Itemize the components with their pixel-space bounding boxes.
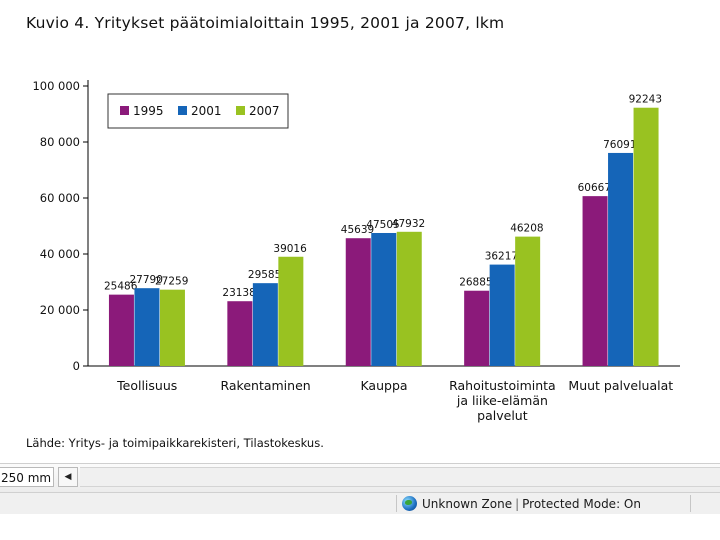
data-label: 60667 [578, 182, 611, 194]
bar-1995 [582, 196, 608, 366]
bar-1995 [464, 290, 490, 366]
category-label: Kauppa [360, 378, 407, 393]
bar-2001 [134, 288, 160, 366]
bar-2007 [159, 289, 185, 366]
bar-2007 [278, 256, 304, 366]
security-zone[interactable]: Unknown Zone | Protected Mode: On [402, 494, 641, 514]
data-label: 25486 [104, 281, 138, 293]
browser-status-area: 250 mm ◀ Unknown Zone | Protected Mode: On [0, 463, 720, 514]
source-note: Lähde: Yritys- ja toimipaikkarekisteri, … [26, 436, 324, 450]
protected-mode-label: Protected Mode: On [522, 497, 641, 511]
data-label: 46208 [510, 223, 543, 235]
data-label: 45639 [341, 224, 374, 236]
category-label: palvelut [477, 408, 528, 423]
legend-swatch-2007 [236, 106, 245, 115]
bar-2001 [489, 264, 515, 366]
zoom-field[interactable]: 250 mm [0, 467, 54, 487]
bar-1995 [227, 301, 253, 366]
data-label: 36217 [485, 251, 518, 263]
bar-2007 [515, 236, 541, 366]
bar-2001 [371, 232, 397, 366]
category-label: Rakentaminen [220, 378, 310, 393]
y-tick-label: 20 000 [40, 303, 80, 317]
horizontal-scrollbar[interactable]: 250 mm ◀ [0, 464, 720, 493]
category-label: Rahoitustoiminta [449, 378, 556, 393]
legend-label: 1995 [133, 104, 164, 118]
data-label: 27259 [155, 276, 188, 288]
bar-1995 [108, 294, 134, 366]
zone-separator: | [515, 497, 520, 511]
y-tick-label: 80 000 [40, 135, 80, 149]
status-divider [396, 495, 397, 512]
bar-2001 [608, 152, 634, 366]
chart-title: Kuvio 4. Yritykset päätoimialoittain 199… [26, 14, 505, 32]
status-divider [690, 495, 691, 512]
category-label: ja liike-elämän [456, 393, 548, 408]
category-label: Muut palvelualat [568, 378, 673, 393]
data-label: 47505 [366, 219, 399, 231]
y-tick-label: 100 000 [32, 79, 80, 93]
bar-1995 [345, 238, 371, 366]
y-tick-label: 40 000 [40, 247, 80, 261]
status-bar: Unknown Zone | Protected Mode: On [0, 493, 720, 514]
legend-label: 2007 [249, 104, 280, 118]
scroll-track[interactable] [80, 467, 720, 487]
y-tick-label: 60 000 [40, 191, 80, 205]
y-tick-label: 0 [73, 359, 80, 373]
bar-2001 [252, 283, 278, 366]
legend-box [107, 93, 289, 129]
bar-2007 [396, 231, 422, 366]
data-label: 29585 [248, 269, 281, 281]
category-label: Teollisuus [116, 378, 177, 393]
scroll-left-arrow-icon[interactable]: ◀ [58, 467, 78, 487]
data-label: 23138 [222, 287, 255, 299]
data-label: 76091 [603, 139, 636, 151]
legend-label: 2001 [191, 104, 222, 118]
legend-swatch-2001 [178, 106, 187, 115]
bar-2007 [633, 107, 659, 366]
zone-label: Unknown Zone [422, 497, 513, 511]
globe-icon [402, 496, 417, 511]
data-label: 39016 [273, 243, 307, 255]
data-label: 92243 [629, 94, 662, 106]
bar-chart: 0 20 000 40 000 60 000 80 000 100 000 25486277… [32, 79, 680, 423]
data-label: 27790 [129, 274, 162, 286]
data-label: 47932 [392, 218, 425, 230]
legend-swatch-1995 [120, 106, 129, 115]
data-label: 26885 [459, 277, 492, 289]
